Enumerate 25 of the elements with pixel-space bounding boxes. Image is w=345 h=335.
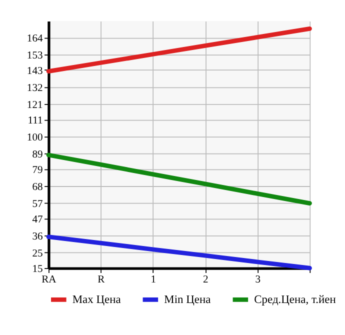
x-tick-label: 1 — [150, 274, 156, 286]
y-tick-label: 111 — [28, 116, 43, 127]
x-tick-label: 3 — [255, 274, 261, 286]
x-tick-label: 2 — [203, 274, 208, 286]
y-tick-label: 25 — [32, 248, 43, 260]
y-tick-label: 121 — [26, 100, 43, 112]
legend-label: Max Цена — [72, 294, 121, 306]
legend-label: Min Цена — [164, 294, 211, 306]
x-tick-label: RA — [42, 274, 57, 286]
line-series — [46, 152, 312, 206]
y-tick-label: 132 — [26, 83, 43, 94]
y-tick-label: 143 — [26, 66, 43, 77]
legend-label: Сред.Цена, т.йен — [254, 294, 336, 306]
y-tick-label: 57 — [32, 199, 43, 210]
y-tick-label: 100 — [26, 132, 43, 144]
line-series — [46, 26, 312, 74]
y-tick-label: 15 — [32, 264, 43, 276]
y-tick-label: 47 — [32, 214, 43, 226]
y-tick-label: 89 — [32, 150, 43, 161]
y-tick-label: 68 — [32, 182, 43, 194]
y-tick-label: 36 — [32, 232, 43, 243]
x-tick-label: R — [98, 274, 106, 286]
y-tick-label: 153 — [26, 50, 43, 62]
y-tick-label: 164 — [26, 33, 44, 44]
y-tick-label: 79 — [32, 165, 43, 176]
